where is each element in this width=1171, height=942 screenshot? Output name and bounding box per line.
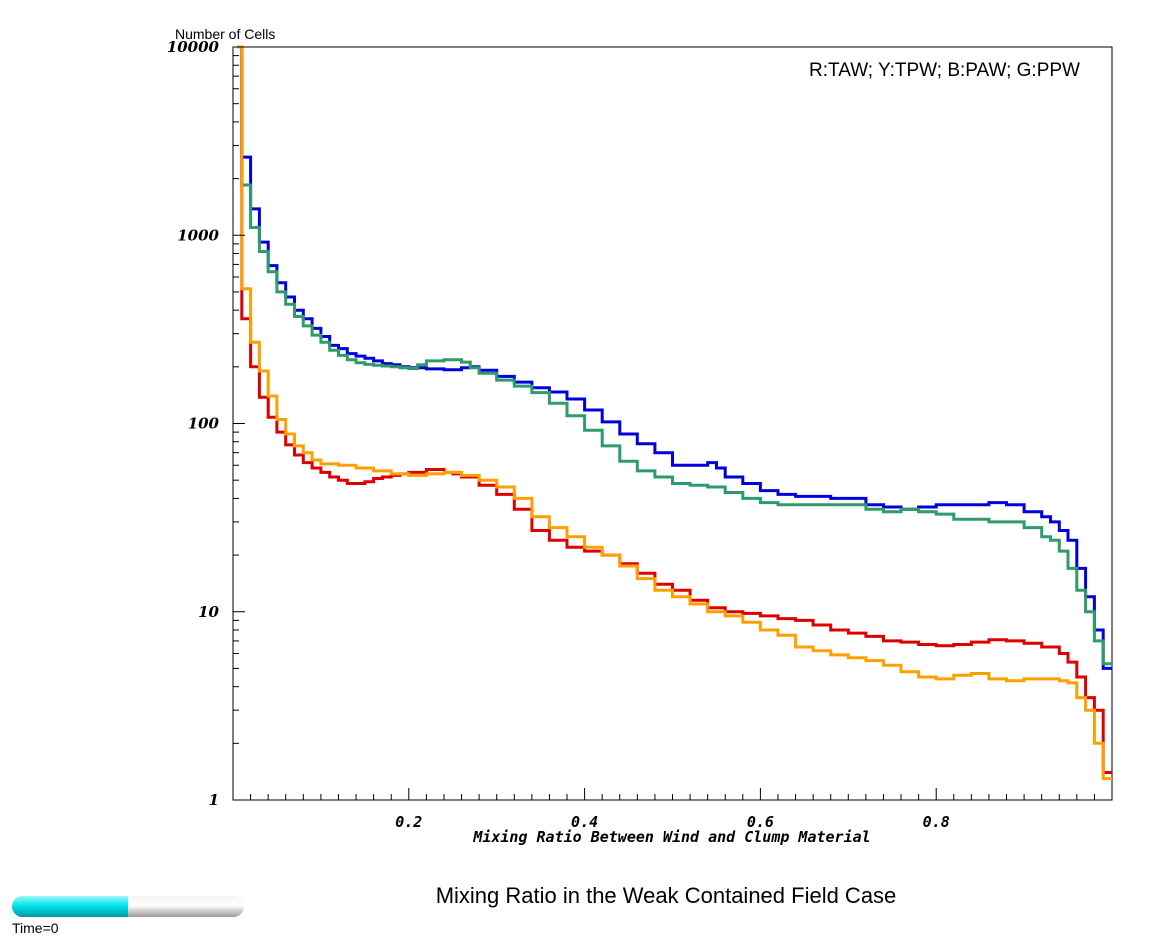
tick-layer: 0.2 0.4 0.6 0.8 1 10 100 1000 10000	[167, 38, 1095, 831]
x-axis-label: Mixing Ratio Between Wind and Clump Mate…	[472, 828, 870, 846]
y-tick-label: 10000	[167, 38, 220, 56]
y-tick-label: 100	[188, 415, 220, 433]
plot-border	[232, 46, 1113, 801]
plot-frame	[232, 46, 1113, 801]
series-line-1	[237, 45, 1112, 666]
x-tick-label: 0.8	[923, 813, 950, 831]
time-label: Time=0	[12, 920, 59, 936]
y-tick-label: 10	[198, 603, 219, 621]
x-tick-label: 0.4	[571, 813, 598, 831]
series-line-3	[237, 45, 1112, 781]
x-tick-label: 0.2	[395, 813, 422, 831]
series-line-2	[237, 45, 1112, 774]
series-layer	[237, 45, 1112, 781]
series-line-0	[237, 45, 1112, 670]
chart-title: Mixing Ratio in the Weak Contained Field…	[436, 883, 897, 908]
y-tick-label: 1000	[177, 226, 219, 244]
time-slider[interactable]	[12, 896, 244, 917]
y-axis-label: Number of Cells	[175, 26, 275, 42]
y-tick-label: 1	[209, 791, 219, 809]
x-tick-label: 0.6	[747, 813, 774, 831]
time-slider-fill	[12, 896, 128, 917]
legend-annotation: R:TAW; Y:TPW; B:PAW; G:PPW	[809, 60, 1080, 81]
